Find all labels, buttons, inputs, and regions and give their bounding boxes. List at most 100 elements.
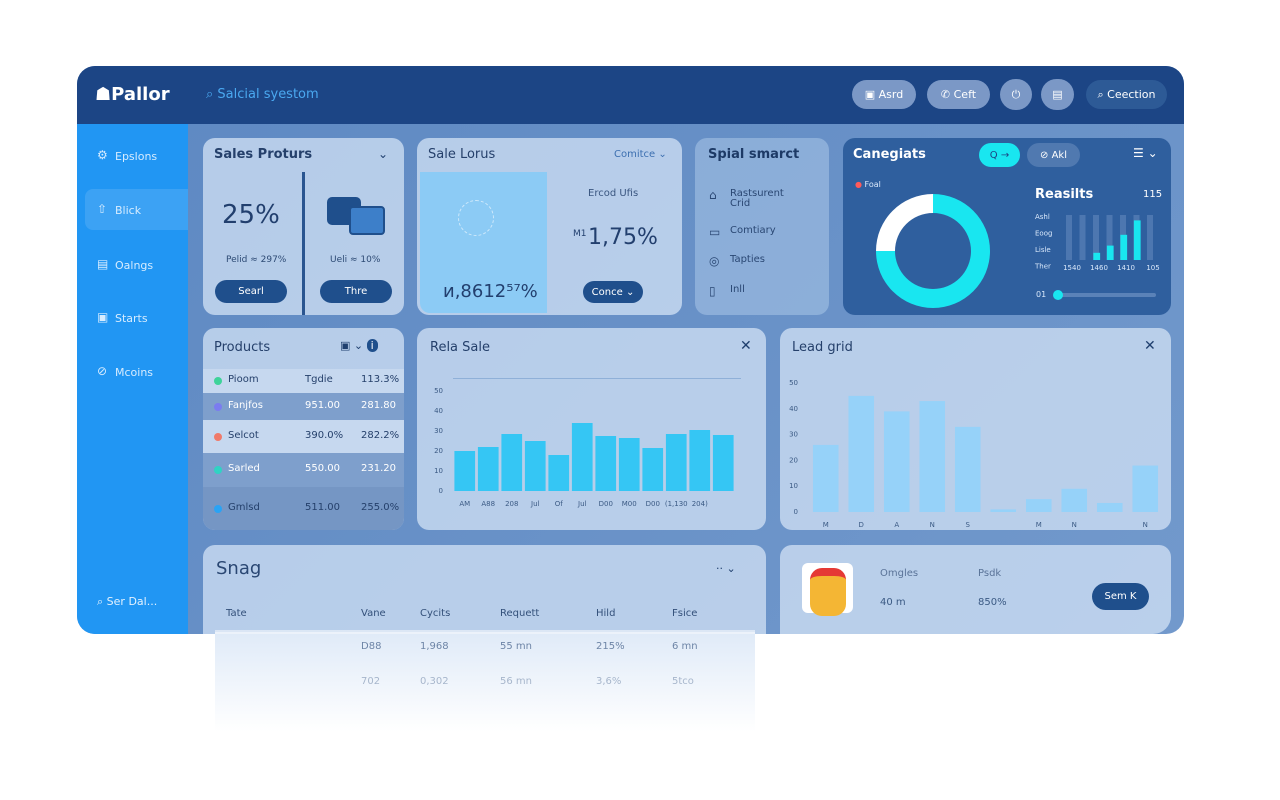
search[interactable]: ⌕ Salcial syestom [206, 87, 319, 102]
button[interactable]: Searl [215, 280, 287, 303]
cell: D88 [361, 641, 382, 652]
label: Omgles [880, 568, 919, 579]
caption: Ercod Ufis [588, 188, 639, 199]
brand-icon: ☗ [95, 84, 112, 105]
sidebar-item[interactable]: Starts [115, 312, 148, 325]
row-band [203, 420, 404, 453]
cell: 281.80 [361, 399, 396, 411]
menu-icon: ⌂ [709, 188, 717, 202]
top-line [453, 378, 741, 379]
brand: ☗Pallor [95, 84, 170, 105]
action-button[interactable]: ✆ Ceft [927, 80, 990, 109]
cell: 5tco [672, 676, 694, 687]
note: Pelid ≈ 297% [226, 255, 287, 265]
network-icon [458, 200, 494, 236]
sidebar-item[interactable]: Mcoins [115, 366, 154, 379]
fade [215, 632, 755, 732]
card-title: Sales Proturs [214, 147, 313, 162]
menu-item[interactable]: Tapties [730, 254, 765, 265]
card-tools[interactable]: ·· ⌄ [716, 562, 736, 575]
slider-knob[interactable] [1053, 290, 1063, 300]
card-title: Snag [216, 558, 262, 579]
sidebar-item[interactable]: Blick [115, 204, 142, 217]
cell: 702 [361, 676, 381, 687]
dropdown[interactable]: Comitce ⌄ [614, 149, 667, 160]
menu-item[interactable]: Rastsurent Crid [730, 188, 784, 209]
action-label: Ceft [953, 88, 977, 101]
legend: ● Foal [855, 180, 881, 189]
cell: Sarled [228, 463, 260, 474]
column-header: Requett [500, 608, 540, 619]
icon-button[interactable]: ⏻ [1000, 79, 1032, 110]
cell: 511.00 [305, 501, 340, 513]
cell: 390.0% [305, 429, 344, 441]
footer-value: ᴎ,8612⁵⁷% [443, 281, 538, 302]
sidebar-icon: ▤ [97, 257, 109, 271]
search-label: Ceection [1107, 88, 1156, 101]
results-title: Reasilts [1035, 187, 1094, 202]
action-label: Asrd [878, 88, 904, 101]
row-band [203, 369, 404, 393]
search-button[interactable]: ⌕ Ceection [1086, 80, 1167, 109]
chevron[interactable]: ⌄ [378, 147, 389, 161]
button[interactable]: Sem K [1092, 583, 1149, 610]
dropdown-label: Comitce [614, 149, 656, 160]
cell: 231.20 [361, 463, 396, 474]
sidebar-item[interactable]: Oalngs [115, 259, 154, 272]
card [695, 138, 829, 315]
divider [302, 172, 305, 315]
row-band [203, 393, 404, 420]
slider-label: 01 [1036, 290, 1047, 299]
cell: 550.00 [305, 463, 340, 474]
header [77, 66, 1184, 124]
chip[interactable]: ⊘ Akl [1027, 143, 1080, 167]
sidebar-active [85, 189, 188, 230]
cell: 0,302 [420, 676, 449, 687]
menu-icon[interactable]: ☰ ⌄ [1133, 146, 1158, 160]
card-tools[interactable]: ▣ ⌄ i [340, 339, 378, 352]
label: Psdk [978, 568, 1002, 579]
column-header: Hild [596, 608, 616, 619]
card [417, 328, 766, 530]
row-band [203, 453, 404, 487]
cell: 1,968 [420, 641, 449, 652]
card [780, 328, 1171, 530]
legend-label: Foal [864, 180, 881, 189]
search-text: Salcial syestom [217, 87, 319, 102]
row-dot [214, 466, 222, 474]
cell: 56 mn [500, 676, 532, 687]
action-button[interactable]: ▣ Asrd [852, 80, 916, 109]
cell: Gmlsd [228, 501, 260, 513]
card-title: Spial smarct [708, 147, 800, 162]
close-button[interactable]: ✕ [740, 338, 752, 354]
sidebar-footer[interactable]: ⌕ Ser Dal... [97, 595, 158, 608]
close-button[interactable]: ✕ [1144, 338, 1156, 354]
column-header: Tate [226, 608, 247, 619]
menu-icon: ◎ [709, 254, 720, 268]
row-dot [214, 504, 222, 513]
sidebar [77, 124, 188, 634]
cell: Fanjfos [228, 399, 263, 411]
button-label: Conce [591, 286, 623, 298]
value: 850% [978, 597, 1007, 608]
button[interactable]: Thre [320, 280, 392, 303]
row-band [203, 487, 404, 530]
cell: 55 mn [500, 641, 532, 652]
icon-button[interactable]: ▤ [1041, 79, 1074, 110]
chip[interactable]: Q → [979, 143, 1020, 167]
big-value: 25% [222, 200, 280, 230]
card-title: Canegiats [853, 147, 926, 162]
prefix: M1 [573, 229, 587, 239]
menu-icon: ▯ [709, 284, 716, 298]
menu-item[interactable]: Inll [730, 284, 745, 295]
sidebar-icon: ⊘ [97, 364, 108, 378]
row-dot [214, 377, 222, 385]
slider-track[interactable] [1055, 293, 1156, 297]
header-rule [215, 630, 755, 634]
sidebar-item[interactable]: Epslons [115, 150, 158, 163]
row-dot [214, 402, 222, 411]
button[interactable]: Conce ⌄ [583, 281, 643, 303]
menu-item[interactable]: Comtiary [730, 225, 776, 236]
row-dot [214, 432, 222, 441]
card-title: Rela Sale [430, 340, 490, 355]
